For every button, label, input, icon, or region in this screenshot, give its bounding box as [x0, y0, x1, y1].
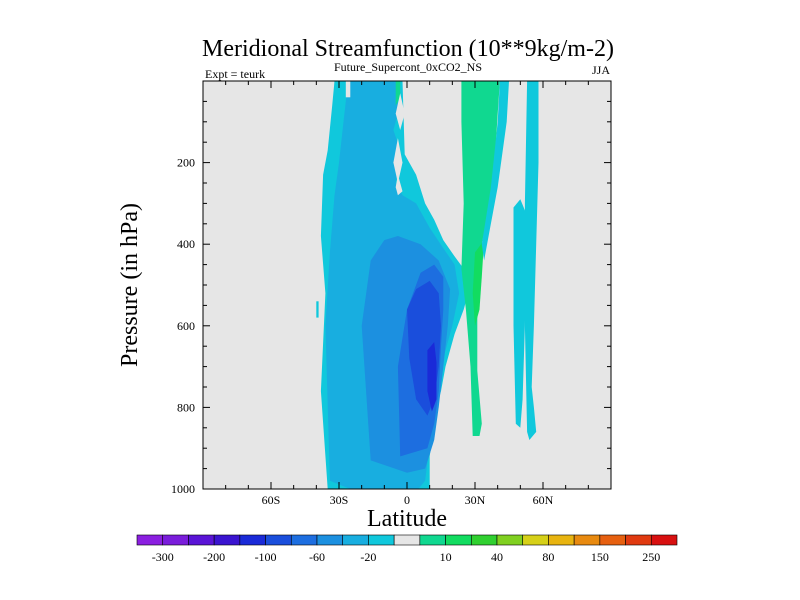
colorbar-box [316, 534, 344, 546]
colorbar-box [213, 534, 241, 546]
colorbar-label: -300 [152, 550, 174, 564]
axis-ticks [203, 81, 611, 490]
contour-region-n-ridge-core [472, 240, 485, 326]
colorbar-box [290, 534, 318, 546]
chart-title: Meridional Streamfunction (10**9kg/m-2) [202, 36, 614, 62]
y-tick-label: 600 [177, 319, 195, 333]
y-tick-label: 400 [177, 237, 195, 251]
colorbar-label: -200 [203, 550, 225, 564]
colorbar-box [162, 534, 189, 546]
x-tick-label: 60N [533, 493, 554, 507]
colorbar-box [265, 534, 292, 546]
colorbar-label: -100 [255, 550, 277, 564]
colorbar-label: -60 [309, 550, 325, 564]
colorbar-label: 150 [591, 550, 609, 564]
contour-region-nh-neg-column [524, 81, 539, 440]
colorbar-box [368, 534, 395, 546]
y-tick-label: 1000 [171, 482, 195, 496]
colorbar-box [470, 534, 498, 546]
contour-region-sh-tick [316, 301, 319, 318]
colorbar-label: 10 [440, 550, 452, 564]
y-axis-label: Pressure (in hPa) [117, 203, 143, 367]
colorbar-label: -20 [360, 550, 376, 564]
x-tick-label: 0 [404, 493, 410, 507]
colorbar-box [496, 534, 524, 546]
colorbar-box [573, 534, 601, 546]
contour-region-eq-gap-3 [395, 174, 403, 196]
colorbar-label: 250 [642, 550, 660, 564]
x-tick-label: 30N [465, 493, 486, 507]
contour-region-nh-neg-tongue [513, 199, 528, 428]
contour-region-upper-pos-strip [395, 81, 401, 106]
colorbar-box [599, 534, 626, 546]
contour-region-cell-6 [427, 342, 437, 412]
y-tick-label: 800 [177, 400, 195, 414]
left-string: Expt = teurk [205, 67, 265, 81]
color-legend-labels: -300 -200 -100 -60 -20 10 40 80 150 250 [152, 550, 661, 564]
colorbar-box [548, 534, 575, 546]
colorbar-box [650, 534, 678, 546]
colorbar-label: 80 [542, 550, 554, 564]
contour-region-n-ridge [461, 81, 500, 436]
contour-fills [316, 81, 539, 489]
color-legend [136, 534, 678, 546]
colorbar-label: 40 [491, 550, 503, 564]
colorbar-box [445, 534, 472, 546]
chart-subtitle: Future_Supercont_0xCO2_NS [334, 60, 482, 74]
right-string: JJA [592, 63, 610, 77]
axis-tick-labels: 60S 30S 0 30N 60N 200 400 600 800 1000 [171, 156, 554, 507]
colorbar-box [419, 534, 446, 546]
colorbar-box [188, 534, 215, 546]
contour-region-eq-gap-2 [393, 138, 403, 183]
contour-region-eq-gap-1 [395, 93, 405, 130]
contour-region-sh-upper-notch [345, 81, 351, 98]
x-tick-label: 60S [262, 493, 281, 507]
colorbar-box [342, 534, 369, 546]
x-axis-label: Latitude [367, 506, 447, 532]
colorbar-box [393, 534, 421, 546]
colorbar-box [239, 534, 266, 546]
colorbar-box [136, 534, 164, 546]
contour-region-nh-neg-band [481, 81, 509, 261]
colorbar-box [625, 534, 652, 546]
y-tick-label: 200 [177, 156, 195, 170]
colorbar-box [522, 534, 549, 546]
x-tick-label: 30S [330, 493, 349, 507]
